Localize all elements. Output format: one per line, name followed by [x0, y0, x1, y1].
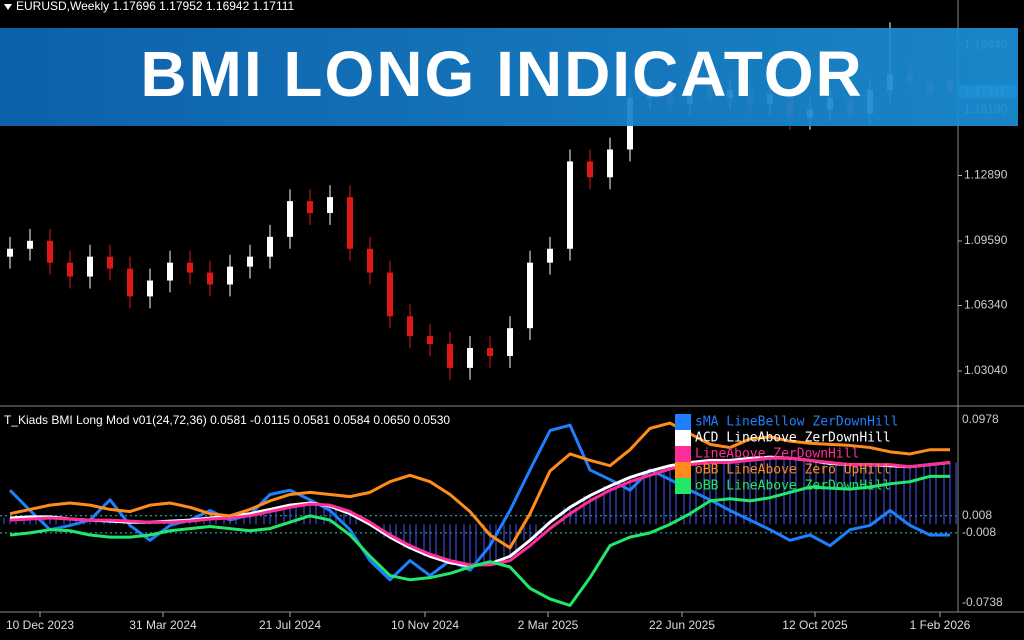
legend-swatch — [675, 478, 691, 494]
legend-swatch — [675, 430, 691, 446]
price-tick-label: 1.12890 — [964, 168, 1008, 182]
time-label: 22 Jun 2025 — [649, 618, 715, 632]
banner: BMI LONG INDICATOR — [0, 28, 1018, 126]
candle-body — [487, 348, 493, 356]
candle-body — [167, 262, 173, 281]
candle-body — [547, 248, 553, 263]
candle-body — [347, 197, 353, 249]
candle-body — [127, 268, 133, 297]
price-tick-label: 1.09590 — [964, 233, 1008, 247]
chart-layer: 1.030401.063401.095901.128901.161901.194… — [0, 22, 1017, 632]
candle-body — [467, 348, 473, 368]
legend-swatch — [675, 446, 691, 462]
candle-body — [67, 262, 73, 277]
indicator-tick-label: -0.0738 — [962, 595, 1003, 609]
legend-label: sMA LineBellow ZerDownHill — [695, 415, 899, 430]
candle-body — [147, 280, 153, 297]
candle-body — [567, 161, 573, 249]
candle-body — [387, 272, 393, 317]
legend-label: ACD LineAbove ZerDownHill — [695, 431, 891, 446]
candle-body — [27, 240, 33, 249]
indicator-line — [9, 474, 950, 607]
candle-body — [207, 272, 213, 285]
candle-body — [427, 336, 433, 345]
banner-band — [0, 28, 1018, 126]
legend-swatch — [675, 414, 691, 430]
candle-body — [447, 344, 453, 368]
candle-body — [7, 248, 13, 257]
candle-body — [307, 201, 313, 214]
indicator-line — [8, 423, 950, 582]
symbol-line: EURUSD,Weekly 1.17696 1.17952 1.16942 1.… — [16, 0, 295, 13]
candle-body — [227, 266, 233, 285]
candle-body — [267, 236, 273, 257]
candle-body — [327, 197, 333, 214]
indicator-line — [9, 421, 950, 550]
indicator-tick-label: -0.008 — [962, 525, 996, 539]
candle-body — [367, 248, 373, 273]
price-tick-label: 1.03040 — [964, 363, 1008, 377]
time-label: 12 Oct 2025 — [782, 618, 848, 632]
indicator-tick-label: 0.008 — [962, 508, 992, 522]
symbol-menu-arrow[interactable] — [4, 4, 12, 10]
candle-body — [287, 201, 293, 237]
time-label: 1 Feb 2026 — [910, 618, 971, 632]
time-label: 21 Jul 2024 — [259, 618, 321, 632]
candle-body — [527, 262, 533, 329]
candle-body — [407, 316, 413, 337]
time-label: 10 Nov 2024 — [391, 618, 459, 632]
candle-body — [107, 256, 113, 269]
legend-label: oBB LineAbove Zero UpHill — [695, 463, 891, 478]
indicator-tick-label: 0.0978 — [962, 412, 999, 426]
candle-body — [187, 262, 193, 273]
candle-body — [247, 256, 253, 267]
candle-body — [607, 149, 613, 178]
legend-label: LineAbove ZerDownHill — [695, 447, 859, 462]
candle-body — [87, 256, 93, 277]
legend-swatch — [675, 462, 691, 478]
candle-body — [507, 328, 513, 356]
indicator-title: T_Kiads BMI Long Mod v01(24,72,36) 0.058… — [4, 413, 450, 427]
time-label: 2 Mar 2025 — [518, 618, 579, 632]
price-tick-label: 1.06340 — [964, 298, 1008, 312]
candle-body — [587, 161, 593, 178]
time-label: 31 Mar 2024 — [129, 618, 197, 632]
banner-title: BMI LONG INDICATOR — [140, 38, 863, 110]
legend-label: oBB LineAbove ZerDownHill — [695, 479, 891, 494]
candle-body — [47, 240, 53, 263]
time-label: 10 Dec 2023 — [6, 618, 74, 632]
